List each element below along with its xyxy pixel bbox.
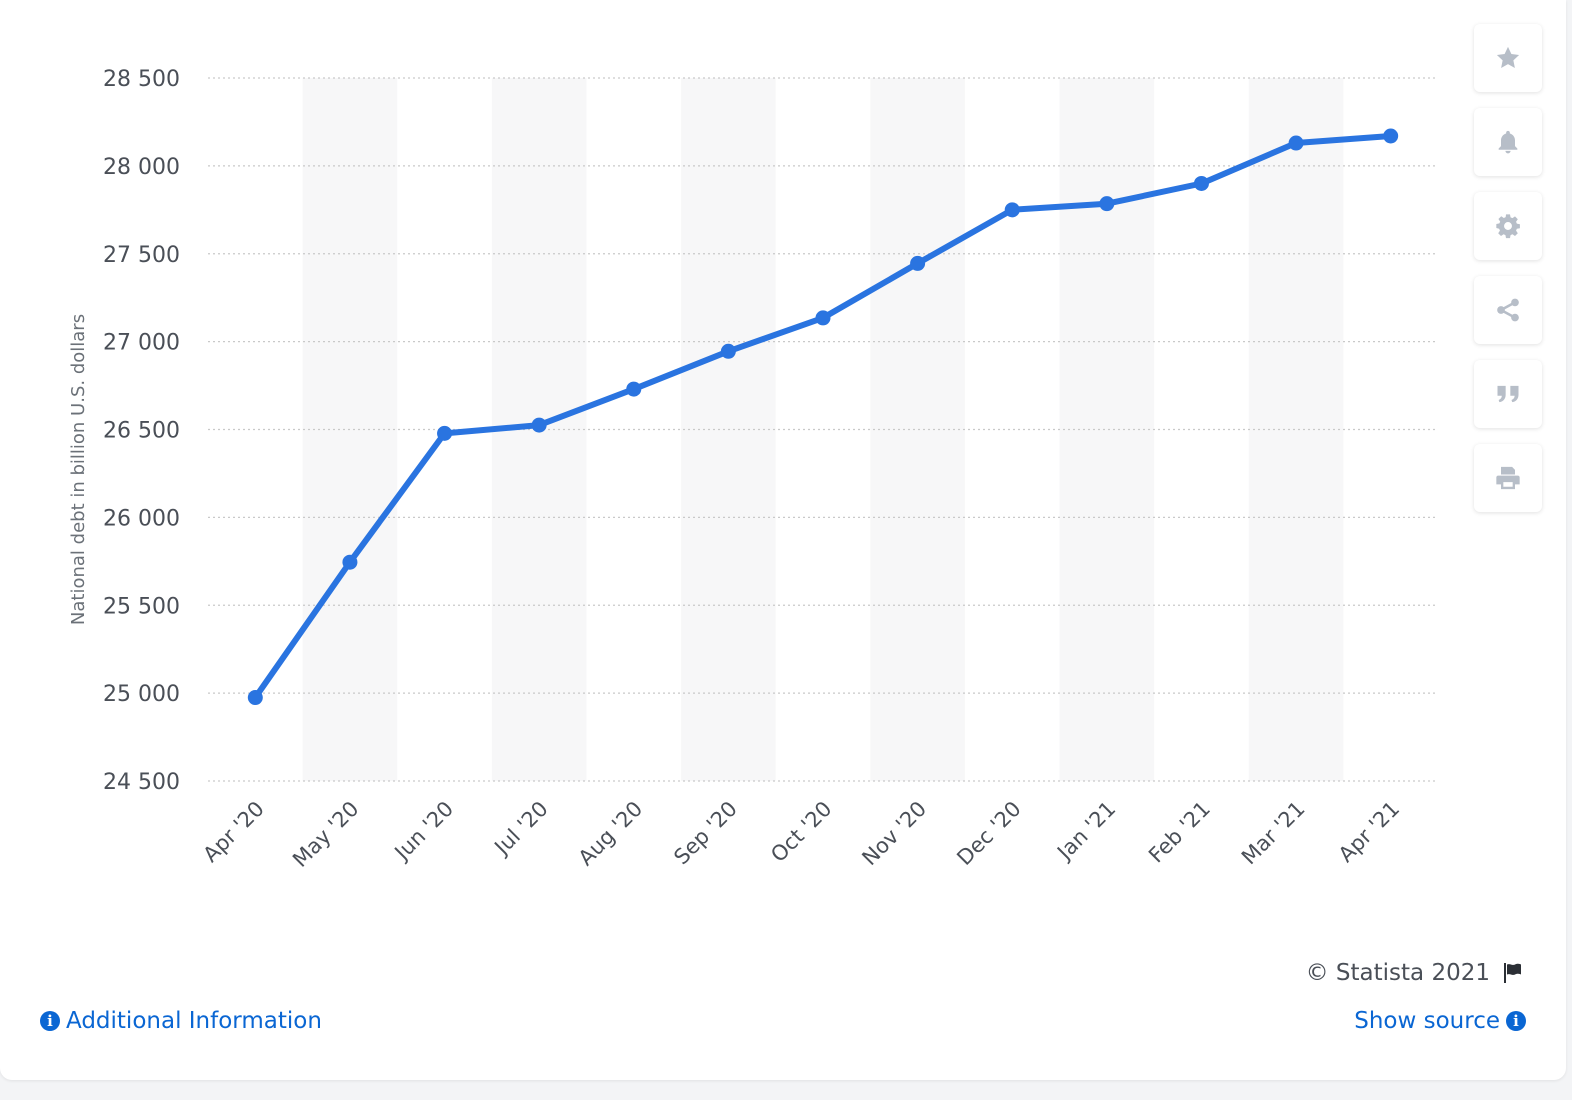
x-tick-label: Jan '21 xyxy=(1051,797,1120,866)
data-point xyxy=(910,255,926,271)
data-point xyxy=(1383,128,1399,144)
data-point xyxy=(720,343,736,359)
additional-information-link[interactable]: i Additional Information xyxy=(40,1008,322,1034)
show-source-link[interactable]: Show source i xyxy=(1354,1008,1526,1034)
column-bands xyxy=(302,78,1344,781)
star-icon xyxy=(1496,46,1520,69)
data-point xyxy=(1099,196,1115,212)
y-axis-ticks: 24 500 25 000 25 500 26 000 26 500 27 000 27 5… xyxy=(103,67,180,795)
y-axis-title: National debt in billion U.S. dollars xyxy=(68,314,89,625)
cite-button[interactable] xyxy=(1474,360,1542,428)
y-tick-label: 26 500 xyxy=(103,419,180,444)
print-button[interactable] xyxy=(1474,444,1542,512)
x-axis-ticks: Apr '20 May '20 Jun '20 Jul '20 Aug '20 Sep '… xyxy=(198,797,1404,872)
series-line xyxy=(247,128,1399,706)
y-tick-label: 25 500 xyxy=(103,594,180,619)
favorite-button[interactable] xyxy=(1474,24,1542,92)
series-path xyxy=(252,133,1394,701)
y-tick-label: 27 000 xyxy=(103,331,180,356)
data-point xyxy=(815,310,831,326)
print-icon xyxy=(1496,466,1520,490)
data-point xyxy=(1004,202,1020,218)
quote-icon xyxy=(1497,385,1519,403)
x-tick-label: Sep '20 xyxy=(669,797,742,870)
info-icon: i xyxy=(40,1011,60,1031)
share-button[interactable] xyxy=(1474,276,1542,344)
x-tick-label: Aug '20 xyxy=(574,797,648,871)
data-point xyxy=(437,425,453,441)
data-point xyxy=(626,381,642,397)
data-point xyxy=(342,554,358,570)
x-tick-label: Jul '20 xyxy=(489,797,553,861)
copyright-text: © Statista 2021 xyxy=(1305,960,1490,986)
y-tick-label: 26 000 xyxy=(103,506,180,531)
x-tick-label: Dec '20 xyxy=(952,797,1025,870)
alert-button[interactable] xyxy=(1474,108,1542,176)
x-tick-label: Jun '20 xyxy=(389,797,458,866)
x-tick-label: May '20 xyxy=(288,797,363,872)
x-tick-label: Oct '20 xyxy=(766,797,836,867)
x-tick-label: Apr '20 xyxy=(198,797,268,867)
x-tick-label: Nov '20 xyxy=(858,797,932,871)
line-chart: 24 500 25 000 25 500 26 000 26 500 27 000 27 5… xyxy=(68,67,1438,872)
gear-icon xyxy=(1496,214,1520,239)
y-tick-label: 24 500 xyxy=(103,770,180,795)
chart-card: 24 500 25 000 25 500 26 000 26 500 27 000 27 5… xyxy=(0,0,1566,1080)
settings-button[interactable] xyxy=(1474,192,1542,260)
x-tick-label: Mar '21 xyxy=(1237,797,1310,870)
x-tick-label: Feb '21 xyxy=(1144,797,1215,868)
data-point xyxy=(531,417,547,433)
copyright-notice: © Statista 2021 xyxy=(1306,960,1524,986)
flag-icon[interactable] xyxy=(1500,961,1524,985)
show-source-label: Show source xyxy=(1354,1008,1500,1034)
x-tick-label: Apr '21 xyxy=(1334,797,1404,867)
additional-information-label: Additional Information xyxy=(66,1008,322,1034)
gridlines xyxy=(208,77,1438,782)
data-point xyxy=(1193,175,1209,191)
info-icon: i xyxy=(1506,1011,1526,1031)
y-tick-label: 28 500 xyxy=(103,67,180,92)
share-icon xyxy=(1497,298,1519,322)
chart-toolbar xyxy=(1474,24,1542,528)
data-point xyxy=(247,690,263,706)
y-tick-label: 25 000 xyxy=(103,682,180,707)
bell-icon xyxy=(1498,130,1518,154)
y-tick-label: 28 000 xyxy=(103,155,180,180)
y-tick-label: 27 500 xyxy=(103,243,180,268)
data-point xyxy=(1288,135,1304,151)
